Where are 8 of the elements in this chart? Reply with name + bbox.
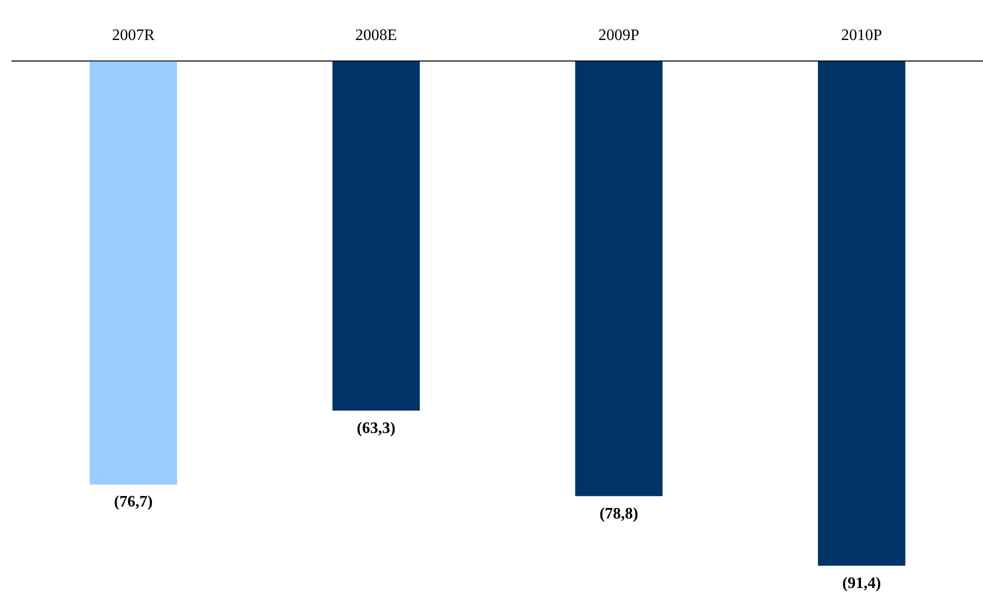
data-label: (91,4): [842, 574, 881, 592]
x-tick-label: 2010P: [841, 26, 882, 44]
x-tick-label: 2009P: [598, 26, 640, 44]
data-label: (63,3): [356, 420, 396, 437]
x-tick-label: 2008E: [355, 26, 398, 44]
x-tick-label: 2007R: [112, 26, 156, 44]
data-label: (78,8): [600, 505, 638, 522]
data-label: (76,7): [114, 494, 153, 511]
